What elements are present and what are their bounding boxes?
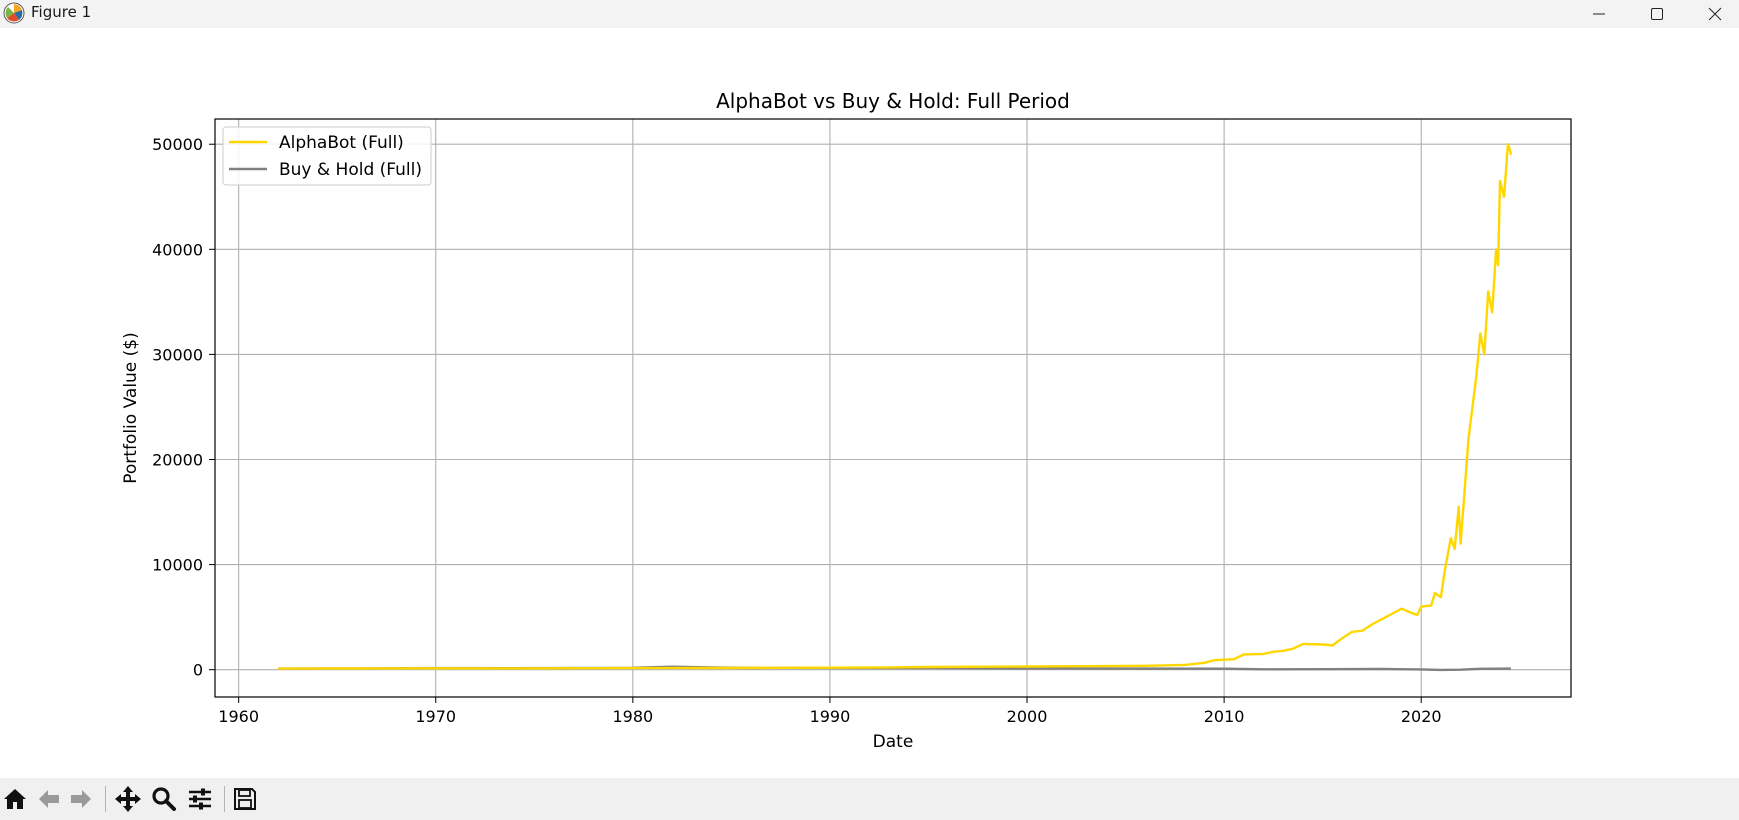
zoom-button[interactable] — [149, 784, 179, 814]
home-icon — [4, 789, 26, 809]
x-axis-label: Date — [873, 732, 914, 752]
close-icon — [1708, 7, 1722, 21]
matplotlib-icon — [2, 1, 26, 25]
y-tick-label: 10000 — [152, 556, 203, 575]
back-arrow-icon — [39, 790, 59, 808]
grid — [215, 119, 1571, 697]
configure-subplots-button[interactable] — [185, 784, 215, 814]
series-line-alphabot — [278, 143, 1513, 670]
pan-button[interactable] — [113, 784, 143, 814]
ticks: 1960 1970 1980 1990 2000 2010 2020 0 10000 20000 3… — [152, 135, 1441, 726]
chart-title: AlphaBot vs Buy & Hold: Full Period — [716, 89, 1070, 113]
legend-label-alphabot: AlphaBot (Full) — [279, 133, 404, 153]
x-tick-label: 1990 — [810, 707, 851, 726]
forward-arrow-icon — [71, 790, 91, 808]
x-tick-label: 2000 — [1007, 707, 1048, 726]
maximize-icon — [1651, 8, 1663, 20]
axes-frame — [214, 118, 1572, 698]
forward-button[interactable] — [66, 784, 96, 814]
zoom-icon — [152, 787, 176, 811]
configure-subplots-icon — [189, 788, 211, 810]
y-tick-label: 30000 — [152, 345, 203, 364]
minimize-icon — [1593, 13, 1605, 15]
series-lines — [278, 143, 1513, 672]
y-tick-label: 40000 — [152, 240, 203, 259]
legend: AlphaBot (Full) Buy & Hold (Full) — [222, 126, 432, 186]
x-tick-label: 1970 — [415, 707, 456, 726]
window-titlebar: Figure 1 — [0, 0, 1739, 28]
back-button[interactable] — [34, 784, 64, 814]
home-button[interactable] — [0, 784, 30, 814]
legend-label-buy-hold: Buy & Hold (Full) — [279, 160, 422, 180]
figure-canvas[interactable]: 1960 1970 1980 1990 2000 2010 2020 0 10000 20000 3… — [0, 28, 1739, 778]
x-tick-label: 2020 — [1401, 707, 1442, 726]
toolbar-separator — [105, 786, 106, 812]
x-tick-label: 2010 — [1204, 707, 1245, 726]
x-tick-label: 1980 — [612, 707, 653, 726]
maximize-button[interactable] — [1628, 0, 1686, 28]
save-button[interactable] — [230, 784, 260, 814]
line-chart: 1960 1970 1980 1990 2000 2010 2020 0 10000 20000 3… — [121, 89, 1572, 752]
legend-box — [222, 126, 432, 186]
navigation-toolbar — [0, 778, 1739, 820]
pan-icon — [115, 786, 141, 812]
x-tick-label: 1960 — [218, 707, 259, 726]
minimize-button[interactable] — [1570, 0, 1628, 28]
y-tick-label: 20000 — [152, 450, 203, 469]
y-axis-label: Portfolio Value ($) — [121, 332, 141, 484]
y-tick-label: 50000 — [152, 135, 203, 154]
toolbar-separator — [224, 786, 225, 812]
close-button[interactable] — [1686, 0, 1739, 28]
save-icon — [234, 788, 256, 810]
window-title: Figure 1 — [31, 3, 92, 21]
y-tick-label: 0 — [193, 661, 203, 680]
